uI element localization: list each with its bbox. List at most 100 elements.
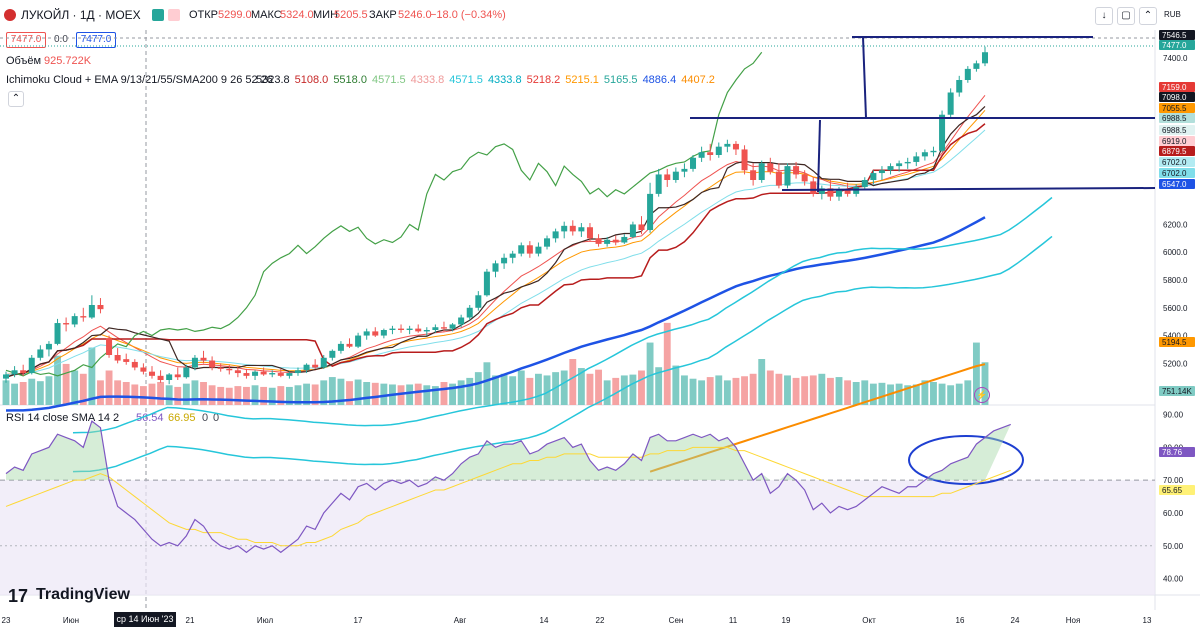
settings-button[interactable]: ⌃ [1139,7,1157,25]
volume-bar [294,385,302,405]
rsi-line [5,420,1011,554]
candle-body [191,357,198,368]
volume-bar [577,368,585,405]
volume-bar [363,382,371,405]
price-axis-tick: 5800.0 [1163,276,1188,285]
candle-body [887,166,894,171]
time-axis-label: Июн [63,616,79,625]
price-axis-label: 7055.5 [1162,104,1187,113]
rsi-axis-tick: 40.00 [1163,575,1184,584]
volume-bar [655,367,663,405]
volume-bar [260,386,268,405]
candle-body [621,236,628,243]
volume-bar [354,379,362,405]
candle-body [904,161,911,164]
price-axis-label-bg [1159,337,1195,347]
candle-body [269,373,276,375]
lightning-icon[interactable]: ⚡ [974,387,990,403]
candle-body [243,373,250,376]
volume-bar [560,370,568,405]
candle-body [45,343,52,350]
rsi-axis-tick: 70.00 [1163,476,1184,485]
volume-bar [311,384,319,405]
rsi-sma-line [5,446,1011,547]
volume-bar [947,385,955,405]
rsi-legend-label[interactable]: RSI 14 close SMA 14 2 [6,412,120,424]
time-axis-label: Авг [454,616,467,625]
time-axis-label: Июл [257,616,274,625]
price-axis-label: 6879.5 [1162,147,1187,156]
ichimoku-legend-label[interactable]: Ichimoku Cloud + EMA 9/13/21/55/SMA200 9… [6,74,273,86]
volume-bar [285,386,293,405]
candle-body [878,170,885,174]
candle-body [784,166,791,186]
volume-bar [397,385,405,405]
volume-bar [122,382,130,405]
candle-body [664,174,671,180]
price-axis-label-bg [1159,179,1195,189]
price-axis-label: 6702.0 [1162,158,1187,167]
candle-body [440,327,447,329]
candle-body [97,305,104,310]
price-axis-label: 6919.0 [1162,137,1187,146]
volume-bar [869,383,877,405]
rsi-axis-label: 65.65 [1162,486,1183,495]
time-axis-label: Ноя [1066,616,1081,625]
candle-body [329,350,336,358]
candle-body [380,330,387,336]
symbol-title[interactable]: ЛУКОЙЛ · 1Д · MOEX [21,8,141,22]
candle-body [277,373,284,376]
price-axis-label-bg [1159,40,1195,50]
rsi-overbought-fill [6,421,1011,481]
volume-bar [826,377,834,405]
candle-body [483,271,490,296]
volume-bar [818,373,826,405]
candle-body [355,335,362,347]
volume-bar [131,384,139,405]
eye-icon[interactable] [152,9,164,21]
maximize-button[interactable]: ▢ [1117,7,1135,25]
candle-body [535,246,542,254]
volume-bar [500,373,508,405]
ohlc-close-label: ЗАКР [369,9,397,21]
volume-bar [474,372,482,405]
candle-body [406,328,413,330]
volume-bar [672,365,680,405]
ask-box[interactable]: 7477.0 [76,32,116,48]
currency-label[interactable]: RUB [1164,10,1181,19]
candle-body [604,239,611,244]
candle-body [2,374,10,379]
symbol-logo-icon[interactable] [4,9,16,21]
volume-bar [912,384,920,405]
price-axis-label: 751.14K [1162,387,1192,396]
candle-body [595,238,602,244]
collapse-legend-button[interactable]: ⌃ [8,91,24,107]
candle-body [88,305,95,318]
candle-body [690,157,697,169]
bid-box[interactable]: 7477.0 [6,32,46,48]
rsi-axis-tick: 50.00 [1163,542,1184,551]
volume-bar [11,383,19,405]
candle-body [921,152,928,157]
price-axis-label-bg [1159,136,1195,146]
volume-bar [629,374,637,405]
rsi-legend-value: 56.54 [136,412,164,424]
price-axis-tick: 7400.0 [1163,54,1188,63]
candle-body [234,370,241,374]
candle-body [544,238,551,247]
candle-body [638,224,645,230]
scroll-down-button[interactable]: ↓ [1095,7,1113,25]
price-axis-label-bg [1159,82,1195,92]
candle-body [449,324,456,329]
candle-body [312,364,319,368]
candle-body [475,295,482,308]
volume-bar [97,380,104,405]
rsi-legend-extra-1: 0 [202,412,209,424]
flag-icon[interactable] [168,9,180,21]
candle-body [501,257,508,264]
senkou-span-a-line [72,196,1053,434]
volume-bar [595,369,602,405]
volume-bar [191,380,199,405]
